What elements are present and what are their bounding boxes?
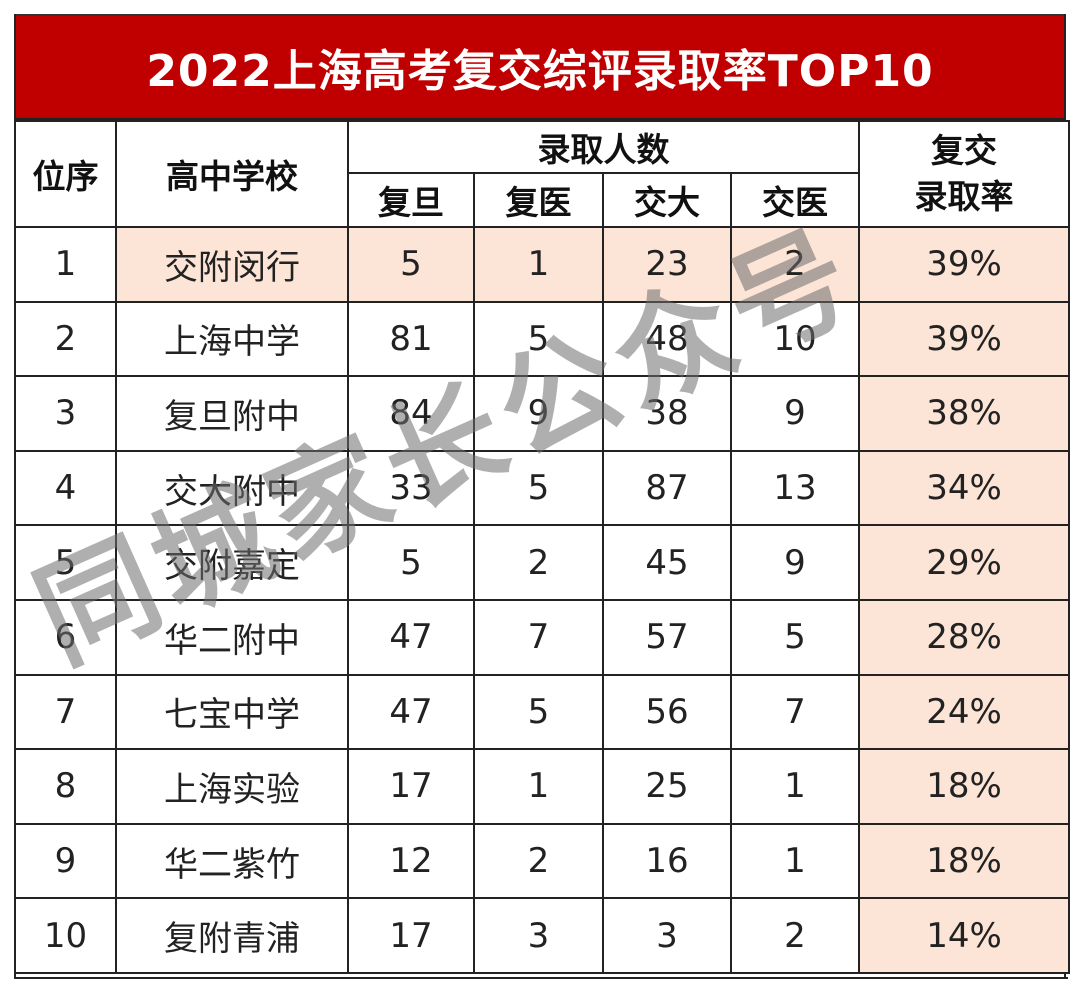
header-fuyi: 复医 (473, 172, 604, 228)
table-row: 4 交大附中 33 5 87 13 34% (14, 449, 1070, 527)
cell-fuyi: 1 (473, 226, 604, 303)
cell-school: 华二紫竹 (115, 822, 349, 900)
cell-fuyi: 2 (473, 524, 604, 601)
cell-fudan: 84 (347, 375, 475, 452)
header-rate: 复交 录取率 (858, 120, 1070, 228)
cell-fudan: 17 (347, 748, 475, 825)
admission-table-sheet: 2022上海高考复交综评录取率TOP10 位序 高中学校 录取人数 复交 录取率 (14, 14, 1070, 993)
table-row: 6 华二附中 47 7 57 5 28% (14, 598, 1070, 676)
cell-school: 七宝中学 (115, 673, 349, 751)
cell-jiaoda: 48 (602, 300, 732, 378)
cell-rate: 18% (858, 748, 1070, 825)
cell-school: 上海中学 (115, 300, 349, 378)
cell-jiaoyi: 7 (730, 673, 860, 751)
table-row: 10 复附青浦 17 3 3 2 14% (14, 897, 1070, 974)
header-rate-line2: 录取率 (914, 177, 1014, 216)
cell-fudan: 5 (347, 226, 475, 303)
table-row: 2 上海中学 81 5 48 10 39% (14, 300, 1070, 378)
cell-jiaoda: 38 (602, 375, 732, 452)
cell-rank: 10 (14, 897, 117, 974)
cell-jiaoyi: 9 (730, 524, 860, 601)
cell-jiaoda: 23 (602, 226, 732, 303)
cell-jiaoyi: 2 (730, 897, 860, 974)
page-title: 2022上海高考复交综评录取率TOP10 (146, 46, 934, 97)
cell-school: 上海实验 (115, 748, 349, 825)
cell-jiaoda: 87 (602, 449, 732, 527)
cell-jiaoda: 16 (602, 822, 732, 900)
header-rate-line1: 复交 (931, 131, 997, 170)
header-rank: 位序 (14, 120, 117, 228)
cell-rate: 24% (858, 673, 1070, 751)
cell-fuyi: 5 (473, 449, 604, 527)
cell-rank: 8 (14, 748, 117, 825)
cell-rate: 34% (858, 449, 1070, 527)
cell-rank: 5 (14, 524, 117, 601)
cell-rate: 39% (858, 226, 1070, 303)
cell-rank: 9 (14, 822, 117, 900)
cell-jiaoda: 56 (602, 673, 732, 751)
cell-rate: 29% (858, 524, 1070, 601)
cell-school: 交附闵行 (115, 226, 349, 303)
cell-fudan: 47 (347, 673, 475, 751)
cell-jiaoda: 45 (602, 524, 732, 601)
cell-rate: 14% (858, 897, 1070, 974)
table-row: 9 华二紫竹 12 2 16 1 18% (14, 822, 1070, 900)
table-row: 8 上海实验 17 1 25 1 18% (14, 748, 1070, 825)
header-jiaoda: 交大 (602, 172, 732, 228)
cell-rank: 6 (14, 598, 117, 676)
cell-rank: 1 (14, 226, 117, 303)
table-row: 5 交附嘉定 5 2 45 9 29% (14, 524, 1070, 601)
admission-table: 位序 高中学校 录取人数 复交 录取率 复旦 复医 交大 交医 1 交附闵行 5… (14, 120, 1070, 974)
table-row: 1 交附闵行 5 1 23 2 39% (14, 226, 1070, 303)
cell-fuyi: 5 (473, 673, 604, 751)
cell-jiaoyi: 9 (730, 375, 860, 452)
header-fudan: 复旦 (347, 172, 475, 228)
cell-jiaoyi: 2 (730, 226, 860, 303)
cell-fuyi: 5 (473, 300, 604, 378)
cell-jiaoda: 25 (602, 748, 732, 825)
table-row: 3 复旦附中 84 9 38 9 38% (14, 375, 1070, 452)
cell-rate: 39% (858, 300, 1070, 378)
cell-fudan: 12 (347, 822, 475, 900)
cell-jiaoyi: 1 (730, 748, 860, 825)
cell-jiaoda: 57 (602, 598, 732, 676)
header-jiaoyi: 交医 (730, 172, 860, 228)
cell-fuyi: 2 (473, 822, 604, 900)
cell-jiaoyi: 1 (730, 822, 860, 900)
cell-school: 复附青浦 (115, 897, 349, 974)
cell-school: 交大附中 (115, 449, 349, 527)
title-bar: 2022上海高考复交综评录取率TOP10 (16, 14, 1064, 120)
cell-jiaoyi: 5 (730, 598, 860, 676)
header-admitted-count: 录取人数 (347, 120, 860, 174)
header-school: 高中学校 (115, 120, 349, 228)
empty-footer-row (14, 977, 1068, 993)
cell-rate: 38% (858, 375, 1070, 452)
cell-fudan: 17 (347, 897, 475, 974)
cell-school: 复旦附中 (115, 375, 349, 452)
cell-fudan: 5 (347, 524, 475, 601)
cell-jiaoyi: 13 (730, 449, 860, 527)
cell-jiaoda: 3 (602, 897, 732, 974)
cell-fudan: 81 (347, 300, 475, 378)
cell-fudan: 47 (347, 598, 475, 676)
cell-fuyi: 7 (473, 598, 604, 676)
cell-rate: 18% (858, 822, 1070, 900)
cell-fuyi: 1 (473, 748, 604, 825)
cell-jiaoyi: 10 (730, 300, 860, 378)
cell-school: 华二附中 (115, 598, 349, 676)
cell-fudan: 33 (347, 449, 475, 527)
cell-rank: 3 (14, 375, 117, 452)
cell-rate: 28% (858, 598, 1070, 676)
cell-fuyi: 9 (473, 375, 604, 452)
cell-rank: 2 (14, 300, 117, 378)
cell-rank: 7 (14, 673, 117, 751)
cell-rank: 4 (14, 449, 117, 527)
table-row: 7 七宝中学 47 5 56 7 24% (14, 673, 1070, 751)
cell-school: 交附嘉定 (115, 524, 349, 601)
cell-fuyi: 3 (473, 897, 604, 974)
